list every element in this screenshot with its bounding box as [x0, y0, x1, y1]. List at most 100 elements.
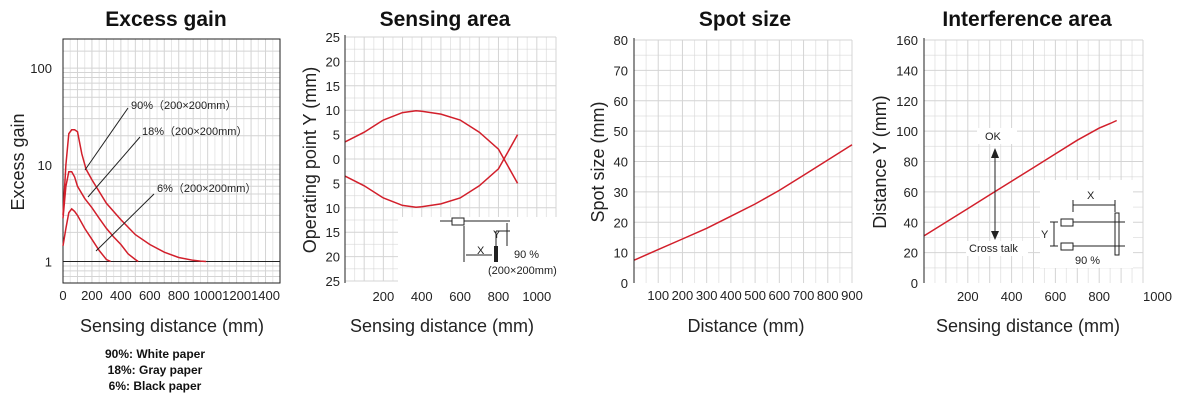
y-tick-label: 40 — [904, 215, 918, 230]
sensing-area-xlabel: Sensing distance (mm) — [350, 316, 534, 336]
y-tick-label: 30 — [614, 185, 628, 200]
ok-label: OK — [985, 131, 1002, 143]
series-line-0 — [62, 129, 207, 263]
x-tick-label: 800 — [817, 288, 839, 303]
target-plate-icon-2 — [1114, 212, 1120, 256]
y-tick-label: 25 — [326, 274, 340, 289]
x-tick-label: 400 — [1001, 289, 1023, 304]
excess-gain-chart: Excess gain 0 200 400 600 800 1000 1200 1400 11… — [8, 8, 281, 393]
x-tick-label: 300 — [696, 288, 718, 303]
sensing-area-series — [344, 109, 519, 209]
series-line-0 — [344, 109, 519, 184]
y-tick-label: 100 — [896, 124, 918, 139]
x-tick-label: 600 — [139, 288, 161, 303]
annotation-90: 90%（200×200mm） — [131, 99, 236, 112]
x-tick-label: 100 — [647, 288, 669, 303]
y-tick-label: 20 — [614, 215, 628, 230]
annotation-18: 18%（200×200mm） — [142, 125, 247, 138]
leader-line-18 — [87, 136, 141, 198]
target-plate-icon — [494, 246, 498, 262]
y-tick-label: 80 — [904, 155, 918, 170]
y-tick-label: 80 — [614, 33, 628, 48]
y-tick-label: 20 — [326, 54, 340, 69]
y-tick-label: 5 — [333, 176, 340, 191]
interference-area-ylabel: Distance Y (mm) — [870, 95, 890, 228]
spot-size-chart: Spot size 100 200 300 400 500 600 700 800 900 0 1… — [588, 8, 863, 336]
interference-area-xlabel: Sensing distance (mm) — [936, 316, 1120, 336]
legend-note-black: 6%: Black paper — [109, 379, 202, 393]
arrow-up-icon — [991, 148, 999, 158]
interference-area-chart: Interference area 200 400 600 800 1000 0 20 40… — [870, 8, 1172, 336]
spot-size-xlabel: Distance (mm) — [687, 316, 804, 336]
x-tick-label: 800 — [1088, 289, 1110, 304]
excess-gain-series — [62, 129, 207, 263]
legend-note-white: 90%: White paper — [105, 347, 205, 361]
inset-label-y: Y — [493, 229, 501, 241]
sensing-area-ylabel: Operating point Y (mm) — [300, 67, 320, 253]
x-tick-label: 800 — [488, 289, 510, 304]
y-tick-label: 10 — [614, 246, 628, 261]
x-tick-label: 1000 — [193, 288, 222, 303]
leader-line-90 — [84, 107, 129, 171]
series-line-1 — [344, 134, 519, 209]
x-tick-label: 700 — [793, 288, 815, 303]
x-tick-label: 1000 — [1143, 289, 1172, 304]
ok-crosstalk-arrow: OK Cross talk — [966, 128, 1028, 256]
y-tick-label: 5 — [333, 128, 340, 143]
x-tick-label: 400 — [411, 289, 433, 304]
excess-gain-frame — [62, 38, 281, 284]
excess-gain-grid — [63, 38, 280, 283]
x-tick-label: 800 — [168, 288, 190, 303]
series-line-2 — [62, 207, 112, 263]
interference-inset-diagram: X Y 90 % — [1040, 180, 1133, 268]
inset-label-y2: Y — [1041, 229, 1049, 241]
x-tick-label: 1200 — [222, 288, 251, 303]
x-tick-label: 500 — [744, 288, 766, 303]
annotation-6: 6%（200×200mm） — [157, 182, 256, 195]
inset-label-x2: X — [1087, 190, 1095, 202]
y-tick-label: 0 — [333, 152, 340, 167]
y-tick-label: 15 — [326, 225, 340, 240]
cross-talk-label: Cross talk — [969, 243, 1018, 255]
y-tick-label: 120 — [896, 94, 918, 109]
x-tick-label: 200 — [373, 289, 395, 304]
x-tick-label: 600 — [449, 289, 471, 304]
spot-size-y-ticks: 0 10 20 30 40 50 60 70 80 — [614, 33, 628, 291]
inset-label-90-2: 90 % — [1075, 255, 1100, 267]
y-tick-label: 10 — [326, 103, 340, 118]
y-tick-label: 20 — [904, 246, 918, 261]
leader-line-6 — [95, 193, 155, 252]
x-tick-label: 200 — [672, 288, 694, 303]
y-tick-label: 25 — [326, 30, 340, 45]
y-tick-label: 160 — [896, 33, 918, 48]
sensing-area-x-ticks: 200 400 600 800 1000 — [373, 289, 552, 304]
arrow-down-icon — [991, 231, 999, 240]
inset-label-size: (200×200mm) — [488, 265, 557, 277]
inset-label-x: X — [477, 245, 485, 257]
interference-area-series — [923, 119, 1118, 237]
x-tick-label: 1000 — [522, 289, 551, 304]
y-tick-label: 10 — [38, 158, 52, 173]
y-tick-label: 20 — [326, 250, 340, 265]
y-tick-label: 60 — [904, 185, 918, 200]
y-tick-label: 40 — [614, 155, 628, 170]
x-tick-label: 1400 — [251, 288, 280, 303]
sensing-area-inset-diagram: Y X 90 % (200×200mm) — [398, 217, 558, 282]
series-line-0 — [633, 144, 853, 261]
excess-gain-x-ticks: 0 200 400 600 800 1000 1200 1400 — [59, 288, 280, 303]
x-tick-label: 400 — [110, 288, 132, 303]
spot-size-series — [633, 144, 853, 261]
interference-area-x-ticks: 200 400 600 800 1000 — [957, 289, 1172, 304]
interference-area-y-ticks: 0 20 40 60 80 100 120 140 160 — [896, 33, 918, 291]
y-tick-label: 70 — [614, 63, 628, 78]
y-tick-label: 0 — [621, 276, 628, 291]
y-tick-label: 15 — [326, 79, 340, 94]
y-tick-label: 100 — [30, 61, 52, 76]
x-tick-label: 600 — [768, 288, 790, 303]
spot-size-grid — [634, 39, 853, 283]
spot-size-title: Spot size — [699, 8, 791, 31]
legend-note-gray: 18%: Gray paper — [108, 363, 203, 377]
y-tick-label: 1 — [45, 255, 52, 270]
series-line-1 — [62, 170, 139, 263]
